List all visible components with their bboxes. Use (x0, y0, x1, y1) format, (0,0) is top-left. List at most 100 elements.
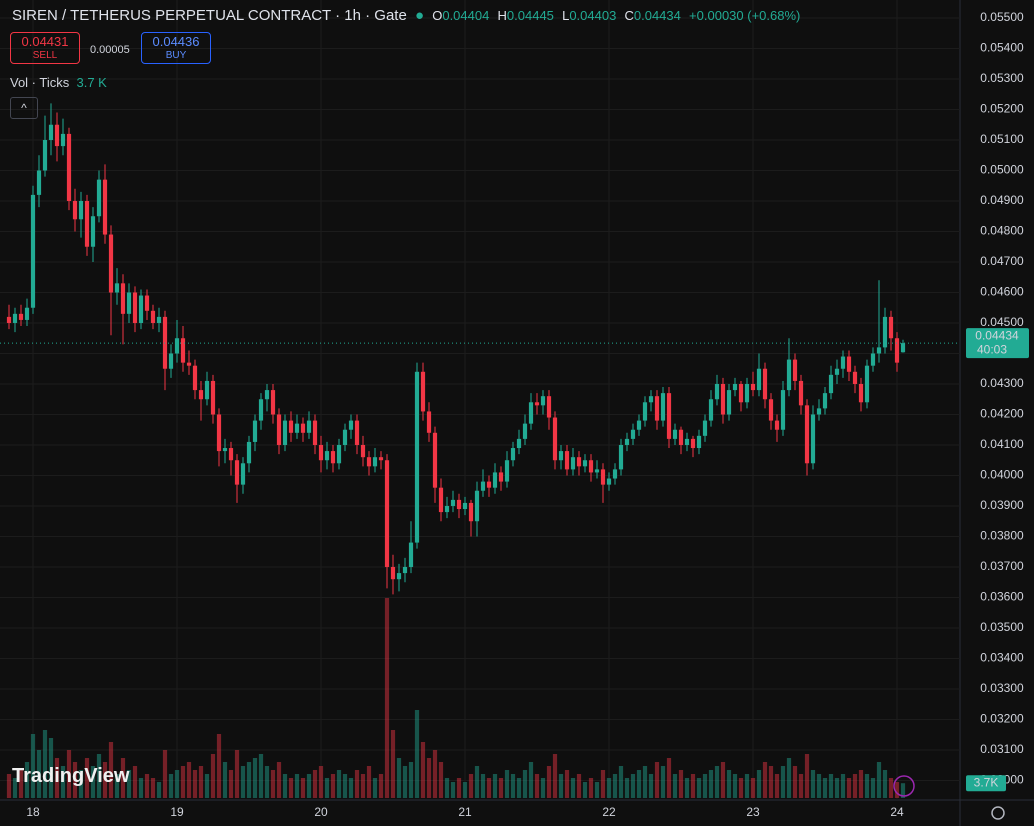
y-tick-label: 0.05500 (980, 10, 1024, 24)
candle-body (636, 420, 642, 430)
candle-body (384, 460, 390, 567)
candle-body (210, 380, 216, 415)
candle-body (654, 396, 660, 421)
volume-bar (360, 774, 366, 798)
sell-price: 0.04431 (21, 34, 69, 49)
candle-body (156, 316, 162, 323)
candle-body (270, 390, 276, 415)
candle-body (642, 402, 648, 421)
volume-bar (294, 774, 300, 798)
collapse-button[interactable]: ^ (10, 97, 38, 119)
candle-body (324, 451, 330, 461)
volume-bar (264, 766, 270, 798)
candle-body (396, 573, 402, 580)
volume-bar (870, 778, 876, 798)
volume-bar (846, 778, 852, 798)
volume-value: 3.7 K (76, 75, 107, 90)
candle-body (594, 469, 600, 473)
candle-body (762, 368, 768, 400)
candle-body (852, 371, 858, 384)
candle-body (372, 457, 378, 467)
volume-bar (228, 770, 234, 798)
countdown: 40:03 (977, 342, 1007, 356)
volume-bar (396, 758, 402, 798)
volume-bar (666, 758, 672, 798)
candle-body (102, 179, 108, 235)
volume-bar (678, 770, 684, 798)
volume-bar (882, 770, 888, 798)
volume-tag (966, 775, 1006, 792)
volume-bar (348, 778, 354, 798)
volume-bar (444, 778, 450, 798)
candle-body (348, 420, 354, 430)
volume-bar (240, 766, 246, 798)
buy-button[interactable]: 0.04436 BUY (141, 32, 211, 64)
sell-button[interactable]: 0.04431 SELL (10, 32, 80, 64)
symbol-title[interactable]: SIREN / TETHERUS PERPETUAL CONTRACT · 1h… (12, 7, 407, 24)
candle-body (432, 432, 438, 488)
candle-body (810, 414, 816, 464)
candle-body (492, 472, 498, 488)
y-tick-label: 0.03800 (980, 529, 1024, 543)
l-value: 0.04403 (569, 8, 617, 23)
volume-bar (462, 782, 468, 798)
c-value: 0.04434 (633, 8, 681, 23)
y-tick-label: 0.04500 (980, 315, 1024, 329)
volume-bar (192, 770, 198, 798)
volume-bar (72, 762, 78, 798)
volume-bar (822, 778, 828, 798)
volume-bar (618, 766, 624, 798)
settings-icon (991, 806, 1005, 820)
volume-bar (756, 770, 762, 798)
candle-body (504, 460, 510, 482)
candle-body (30, 194, 36, 308)
candle-body (684, 438, 690, 445)
x-tick-label: 21 (458, 805, 472, 819)
candle-body (174, 338, 180, 354)
volume-bar (516, 778, 522, 798)
volume-bar (732, 774, 738, 798)
y-tick-label: 0.03300 (980, 681, 1024, 695)
volume-bar (834, 778, 840, 798)
y-tick-label: 0.04200 (980, 407, 1024, 421)
volume-bar (78, 770, 84, 798)
volume-bar (330, 774, 336, 798)
volume-bar (54, 758, 60, 798)
volume-bar (654, 762, 660, 798)
candle-body (768, 399, 774, 421)
h-label: H (497, 8, 507, 23)
y-tick-label: 0.03500 (980, 620, 1024, 634)
y-tick-label: 0.05000 (980, 163, 1024, 177)
volume-bar (816, 774, 822, 798)
candle-body (720, 383, 726, 415)
candle-body (534, 402, 540, 406)
candle-body (330, 451, 336, 464)
volume-bar (126, 770, 132, 798)
y-tick-label: 0.04900 (980, 193, 1024, 207)
volume-bar (858, 770, 864, 798)
candle-body (666, 393, 672, 439)
volume-bar (564, 770, 570, 798)
volume-bar (528, 762, 534, 798)
candle-body (198, 390, 204, 400)
candle-body (450, 499, 456, 506)
candle-body (120, 283, 126, 314)
volume-bar (66, 750, 72, 798)
volume-bar (174, 770, 180, 798)
logo: TradingView (12, 765, 130, 787)
y-tick-label: 0.05400 (980, 41, 1024, 55)
alert-icon (893, 775, 915, 797)
volume-bar (204, 774, 210, 798)
volume-bar (234, 750, 240, 798)
sell-label: SELL (32, 50, 58, 61)
candle-body (900, 343, 906, 353)
candle-body (312, 420, 318, 445)
candle-body (414, 371, 420, 543)
volume-bar (876, 762, 882, 798)
candle-body (150, 310, 156, 323)
candle-body (216, 414, 222, 452)
candle-body (408, 542, 414, 567)
candle-body (282, 420, 288, 445)
candle-body (468, 502, 474, 522)
volume-bar (156, 782, 162, 798)
